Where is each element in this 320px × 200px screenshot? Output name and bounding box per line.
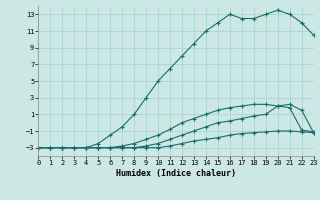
X-axis label: Humidex (Indice chaleur): Humidex (Indice chaleur)	[116, 169, 236, 178]
